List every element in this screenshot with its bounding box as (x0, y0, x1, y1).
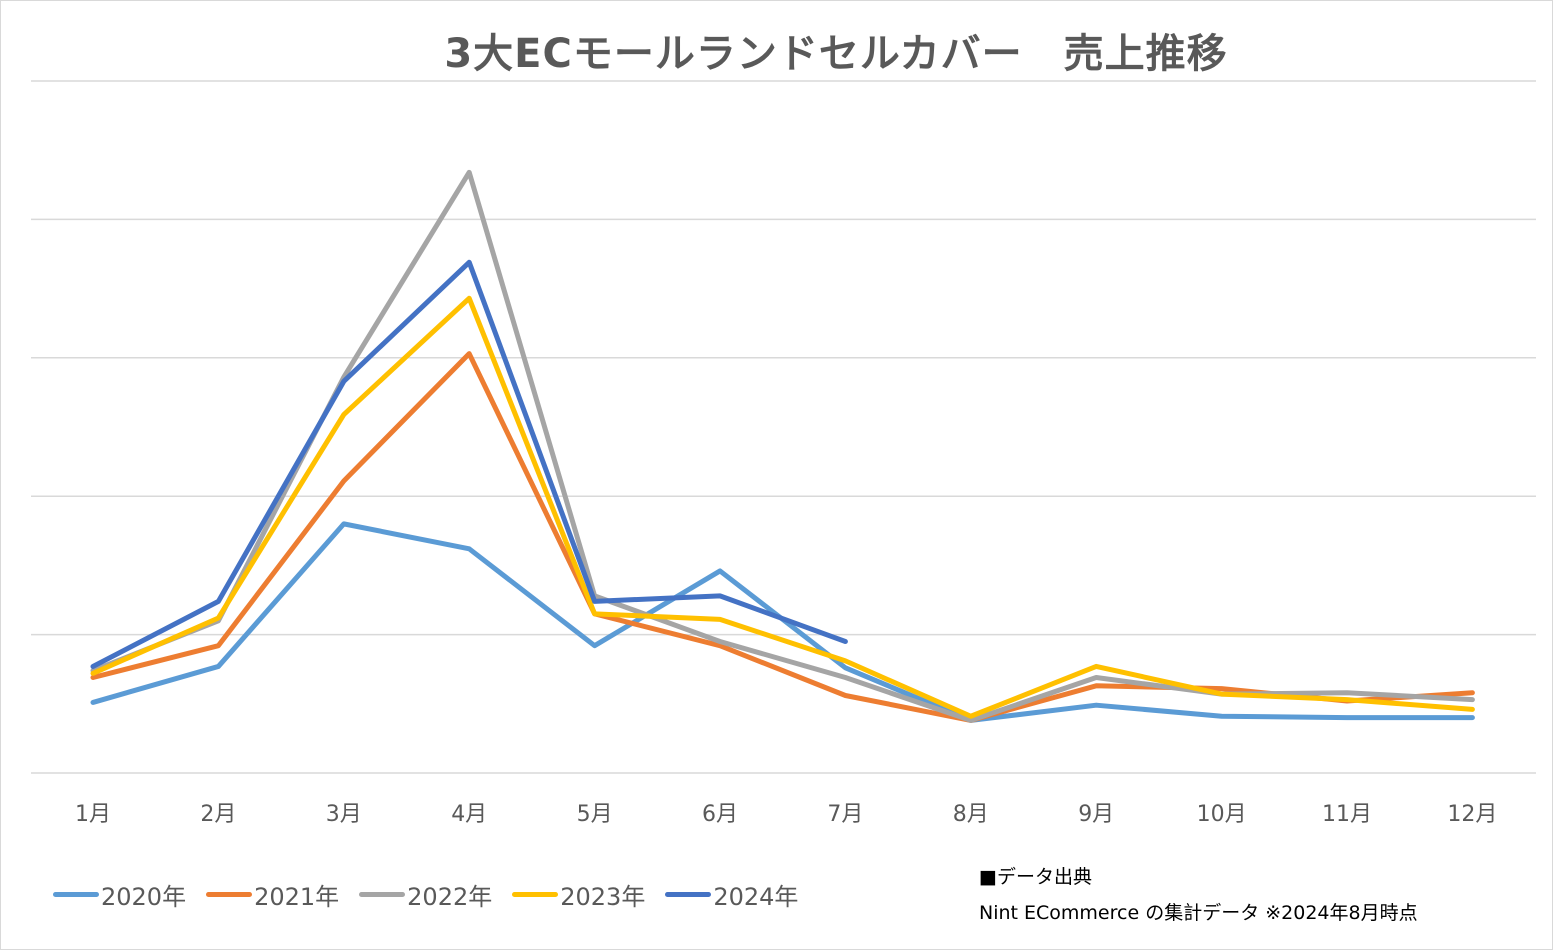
legend-swatch (665, 892, 712, 897)
x-tick-label: 1月 (75, 802, 111, 827)
source-label: ■データ出典 (979, 866, 1092, 888)
source-text: Nint ECommerce の集計データ ※2024年8月時点 (979, 902, 1418, 924)
x-tick-label: 5月 (577, 802, 613, 827)
x-tick-label: 4月 (451, 802, 487, 827)
x-tick-label: 6月 (702, 802, 738, 827)
x-tick-label: 2月 (200, 802, 236, 827)
legend-label: 2024年 (713, 883, 799, 911)
x-tick-label: 11月 (1322, 802, 1372, 827)
x-tick-label: 8月 (953, 802, 989, 827)
x-tick-label: 7月 (827, 802, 863, 827)
x-tick-label: 3月 (326, 802, 362, 827)
legend-swatch (53, 892, 99, 897)
x-tick-label: 12月 (1447, 802, 1497, 827)
legend-swatch (206, 892, 253, 897)
x-tick-label: 9月 (1078, 802, 1114, 827)
series-line-2021年 (90, 351, 1475, 723)
legend-item: 2023年 (512, 877, 645, 912)
legend-item: 2021年 (206, 877, 339, 912)
legend-item: 2020年 (53, 877, 186, 912)
legend-label: 2021年 (254, 883, 340, 911)
legend-item: 2024年 (665, 877, 798, 912)
series-line-2024年 (90, 259, 848, 669)
legend-swatch (359, 892, 406, 897)
legend-item: 2022年 (359, 877, 492, 912)
source-note: ■データ出典 Nint ECommerce の集計データ ※2024年8月時点 (979, 859, 1418, 931)
chart-title: 3大ECモールランドセルカバー 売上推移 (444, 31, 1228, 77)
legend: 2020年 2021年 2022年 2023年 2024年 (53, 877, 798, 912)
x-tick-label: 10月 (1197, 802, 1247, 827)
legend-label: 2022年 (407, 883, 493, 911)
series-line-2023年 (90, 295, 1475, 719)
legend-label: 2023年 (560, 883, 646, 911)
legend-swatch (512, 892, 559, 897)
legend-label: 2020年 (101, 883, 187, 911)
